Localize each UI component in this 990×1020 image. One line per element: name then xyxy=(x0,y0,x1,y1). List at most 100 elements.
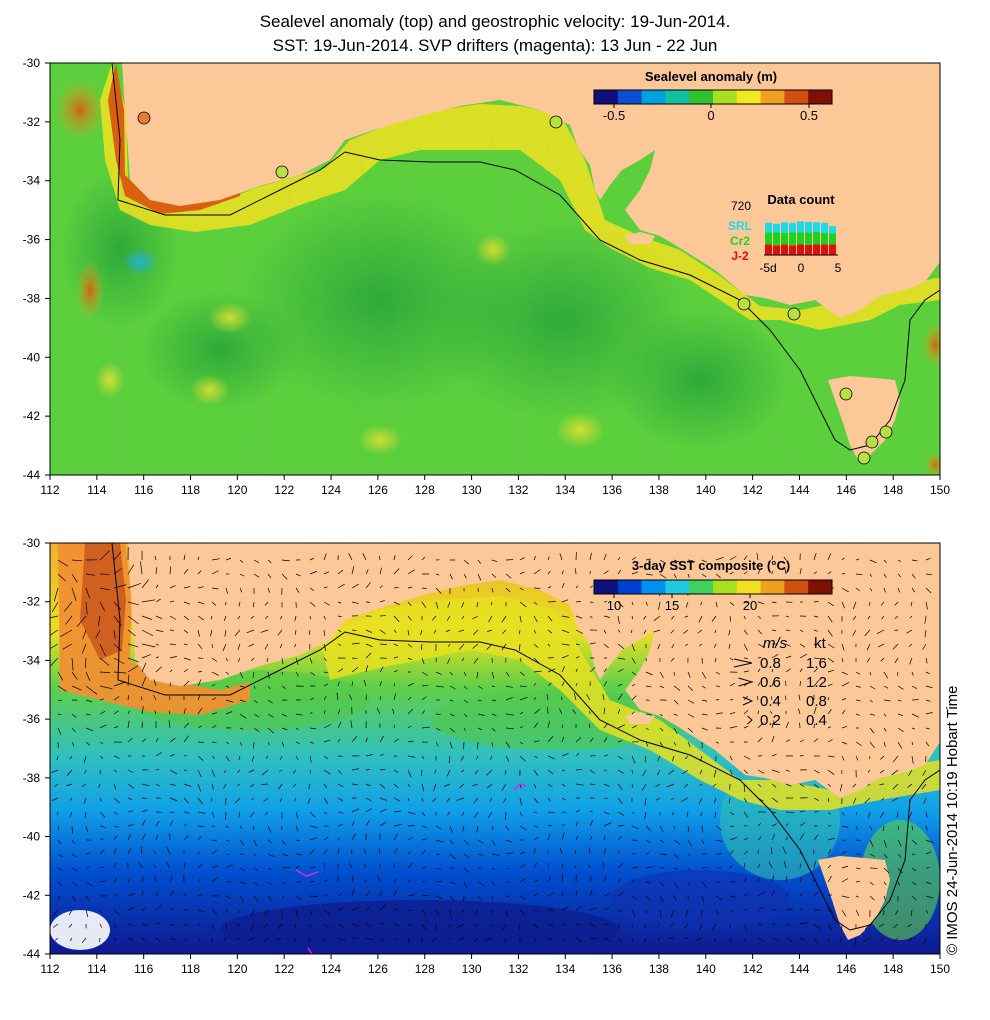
velocity-arrow xyxy=(519,615,522,623)
colorbar-swatch xyxy=(689,580,714,594)
velocity-arrow xyxy=(533,836,539,841)
y-tick-label: -36 xyxy=(23,712,41,726)
velocity-arrow xyxy=(337,569,344,575)
data-count-bar xyxy=(797,221,804,233)
velocity-arrow xyxy=(267,853,275,858)
velocity-arrow xyxy=(617,629,621,633)
velocity-arrow xyxy=(770,847,773,855)
velocity-arrow xyxy=(393,615,400,622)
velocity-arrow xyxy=(617,569,622,575)
velocity-arrow xyxy=(169,643,176,645)
velocity-arrow xyxy=(491,839,496,846)
velocity-arrow xyxy=(433,629,437,634)
velocity-arrow xyxy=(379,600,385,603)
velocity-arrow xyxy=(68,923,73,928)
velocity-arrow xyxy=(907,783,913,788)
velocity-arrow xyxy=(225,825,229,829)
velocity-arrow xyxy=(351,768,359,771)
sst-coastal-band xyxy=(320,596,940,810)
velocity-arrow xyxy=(113,835,118,841)
velocity-arrow xyxy=(197,725,202,729)
y-tick-label: -34 xyxy=(23,653,41,667)
velocity-arrow xyxy=(127,834,131,841)
velocity-arrow xyxy=(407,811,416,815)
velocity-arrow xyxy=(113,783,117,790)
velocity-arrow xyxy=(867,811,871,819)
velocity-arrow xyxy=(561,753,569,757)
velocity-arrow xyxy=(670,657,675,662)
velocity-arrow xyxy=(155,615,163,620)
velocity-arrow xyxy=(729,682,735,687)
velocity-arrow xyxy=(785,769,790,772)
velocity-arrow xyxy=(561,599,569,603)
velocity-arrow xyxy=(71,881,78,887)
velocity-arrow xyxy=(457,923,465,928)
velocity-arrow xyxy=(924,937,927,944)
velocity-arrow xyxy=(292,783,297,788)
data-count-bar xyxy=(821,244,828,255)
velocity-arrow xyxy=(267,587,270,593)
velocity-arrow xyxy=(617,657,626,660)
sst-cloud-gap xyxy=(50,910,110,950)
velocity-arrow xyxy=(589,876,592,883)
velocity-arrow xyxy=(85,685,98,695)
velocity-arrow xyxy=(855,573,863,576)
velocity-arrow xyxy=(869,895,875,901)
velocity-arrow xyxy=(113,568,122,575)
velocity-arrow xyxy=(449,881,456,885)
y-tick-label: -30 xyxy=(23,56,41,70)
velocity-arrow xyxy=(785,908,794,911)
velocity-arrow xyxy=(113,769,118,773)
velocity-arrow xyxy=(813,668,818,673)
velocity-arrow xyxy=(827,937,830,942)
velocity-arrow xyxy=(99,685,113,690)
velocity-arrow xyxy=(668,937,675,939)
velocity-arrow xyxy=(309,587,315,592)
velocity-arrow xyxy=(533,601,538,605)
velocity-arrow xyxy=(892,643,899,650)
velocity-arrow xyxy=(323,724,332,729)
velocity-arrow xyxy=(309,825,318,829)
title-line-2: SST: 19-Jun-2014. SVP drifters (magenta)… xyxy=(272,36,718,55)
velocity-arrow xyxy=(502,629,507,634)
velocity-arrow xyxy=(337,837,341,841)
speed-legend-arrow xyxy=(747,715,753,725)
velocity-arrow xyxy=(140,696,143,701)
velocity-arrow xyxy=(673,825,675,830)
velocity-arrow xyxy=(379,680,382,687)
speed-legend-arrow xyxy=(742,696,754,706)
velocity-arrow xyxy=(323,769,331,775)
velocity-arrow xyxy=(99,671,111,673)
velocity-arrow xyxy=(281,573,288,580)
velocity-arrow xyxy=(183,615,189,621)
velocity-arrow xyxy=(211,783,214,790)
velocity-arrow xyxy=(365,907,370,911)
velocity-arrow xyxy=(813,706,817,715)
velocity-arrow xyxy=(294,937,297,942)
velocity-arrow xyxy=(407,879,412,883)
velocity-arrow xyxy=(869,699,873,703)
velocity-arrow xyxy=(295,853,303,856)
data-count-bar xyxy=(765,244,772,255)
x-tick-label: 128 xyxy=(415,483,435,497)
velocity-arrow xyxy=(768,861,773,869)
velocity-arrow xyxy=(490,601,493,606)
velocity-arrow xyxy=(432,615,437,621)
velocity-arrow xyxy=(533,909,538,912)
velocity-arrow xyxy=(879,811,885,818)
velocity-arrow xyxy=(421,783,425,792)
y-tick-label: -42 xyxy=(23,409,41,423)
velocity-arrow xyxy=(278,769,283,772)
velocity-arrow xyxy=(617,668,624,673)
velocity-arrow xyxy=(923,797,927,804)
velocity-arrow xyxy=(458,629,465,633)
x-tick-label: 118 xyxy=(181,483,200,497)
y-tick-label: -44 xyxy=(23,468,41,482)
velocity-arrow xyxy=(81,937,87,943)
data-count-title: Data count xyxy=(767,192,835,207)
velocity-arrow xyxy=(729,769,733,776)
velocity-arrow xyxy=(682,629,689,634)
velocity-arrow xyxy=(547,937,554,941)
velocity-arrow xyxy=(113,877,118,883)
velocity-arrow xyxy=(878,643,885,648)
